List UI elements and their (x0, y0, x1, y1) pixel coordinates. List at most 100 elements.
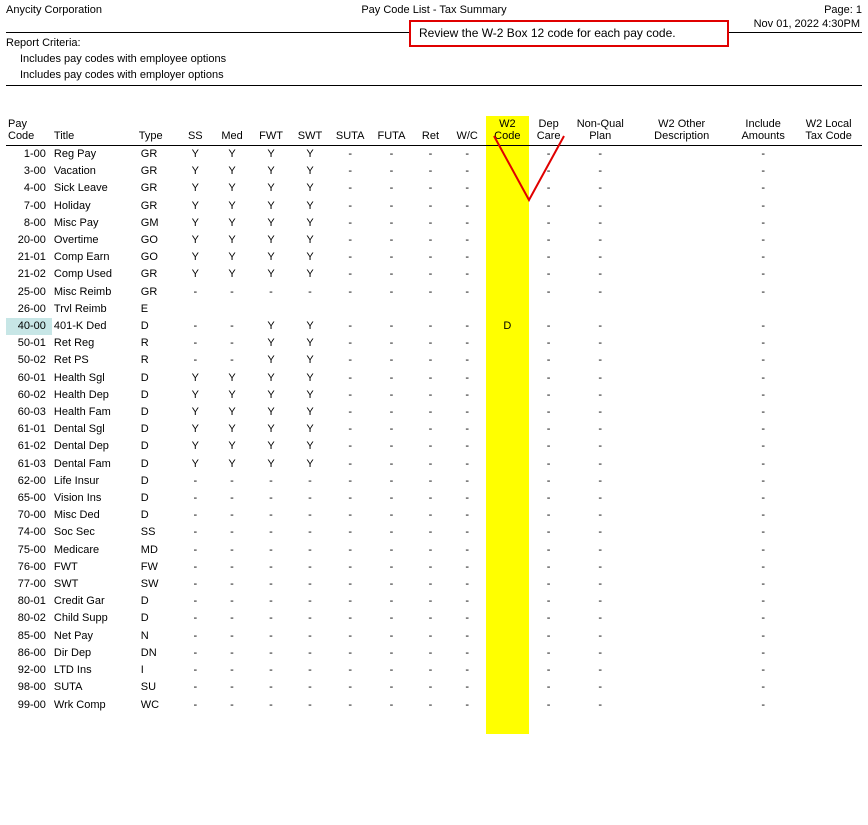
table-cell (795, 679, 862, 696)
callout-annotation: Review the W-2 Box 12 code for each pay … (409, 20, 729, 47)
table-cell: - (568, 284, 632, 301)
table-cell: - (412, 473, 449, 490)
table-cell: Y (291, 352, 330, 369)
report-page: Anycity Corporation Pay Code List - Tax … (0, 0, 868, 734)
table-cell: - (252, 593, 291, 610)
table-cell: - (568, 232, 632, 249)
table-cell: - (529, 456, 568, 473)
table-cell (632, 352, 731, 369)
table-cell: - (449, 645, 486, 662)
table-cell: - (731, 387, 795, 404)
table-cell: - (213, 697, 252, 714)
table-cell: - (568, 404, 632, 421)
table-cell: - (178, 628, 212, 645)
table-cell: - (371, 507, 412, 524)
table-cell: - (412, 610, 449, 627)
table-cell: - (449, 490, 486, 507)
table-cell (795, 215, 862, 232)
table-cell: - (213, 542, 252, 559)
table-cell: Y (252, 318, 291, 335)
table-cell: - (731, 524, 795, 541)
table-cell: - (330, 266, 371, 283)
table-cell: Vision Ins (52, 490, 137, 507)
table-cell (412, 301, 449, 318)
table-cell: 26-00 (6, 301, 52, 318)
table-cell: Health Sgl (52, 370, 137, 387)
table-cell: - (568, 507, 632, 524)
table-cell: - (330, 421, 371, 438)
table-row: 50-01Ret RegR--YY------- (6, 335, 862, 352)
table-cell: - (449, 335, 486, 352)
table-cell: - (449, 456, 486, 473)
table-cell: - (291, 610, 330, 627)
table-row: 21-02Comp UsedGRYYYY------- (6, 266, 862, 283)
table-row: 21-01Comp EarnGOYYYY------- (6, 249, 862, 266)
table-cell (252, 301, 291, 318)
table-cell: - (330, 679, 371, 696)
table-cell (486, 387, 530, 404)
table-cell (178, 301, 212, 318)
table-cell (795, 421, 862, 438)
table-cell: Y (178, 387, 212, 404)
table-cell: - (371, 284, 412, 301)
table-cell: Y (291, 249, 330, 266)
table-cell (795, 335, 862, 352)
table-cell: - (291, 542, 330, 559)
column-header: W2Code (486, 116, 530, 146)
table-cell: - (330, 456, 371, 473)
table-cell: Y (213, 215, 252, 232)
table-cell: GR (137, 266, 178, 283)
table-cell: - (252, 284, 291, 301)
table-cell: - (252, 697, 291, 714)
table-cell: - (568, 542, 632, 559)
table-cell: - (252, 645, 291, 662)
table-cell: GR (137, 163, 178, 180)
table-cell (486, 198, 530, 215)
table-cell: - (178, 507, 212, 524)
table-cell: - (371, 628, 412, 645)
table-cell: D (137, 318, 178, 335)
table-cell: - (330, 215, 371, 232)
table-cell: SS (137, 524, 178, 541)
table-cell: - (529, 266, 568, 283)
table-cell: GO (137, 249, 178, 266)
table-cell (632, 215, 731, 232)
column-header: SS (178, 116, 212, 146)
table-cell: - (568, 215, 632, 232)
table-cell: - (330, 576, 371, 593)
table-cell: - (731, 559, 795, 576)
table-row: 75-00MedicareMD----------- (6, 542, 862, 559)
table-cell: Soc Sec (52, 524, 137, 541)
table-cell (486, 352, 530, 369)
table-cell: - (291, 662, 330, 679)
table-cell: Y (252, 163, 291, 180)
table-cell: - (568, 266, 632, 283)
table-cell (632, 593, 731, 610)
table-cell: - (371, 180, 412, 197)
table-cell: GR (137, 198, 178, 215)
table-cell: - (371, 198, 412, 215)
criteria-line: Includes pay codes with employee options (6, 51, 862, 67)
table-cell: - (371, 662, 412, 679)
table-cell: - (213, 490, 252, 507)
table-cell: - (330, 352, 371, 369)
table-cell: Ret Reg (52, 335, 137, 352)
table-cell: - (449, 559, 486, 576)
table-cell: - (213, 524, 252, 541)
table-cell (486, 473, 530, 490)
table-cell (568, 301, 632, 318)
table-cell: Y (213, 163, 252, 180)
table-cell: Y (213, 180, 252, 197)
table-cell: Misc Pay (52, 215, 137, 232)
table-cell (795, 473, 862, 490)
table-cell: - (412, 645, 449, 662)
table-cell: D (486, 318, 530, 335)
table-cell: Holiday (52, 198, 137, 215)
table-cell (632, 335, 731, 352)
table-cell: - (568, 180, 632, 197)
table-cell: - (529, 576, 568, 593)
table-cell: - (371, 387, 412, 404)
table-cell: R (137, 335, 178, 352)
table-cell: - (330, 507, 371, 524)
table-cell: - (371, 593, 412, 610)
